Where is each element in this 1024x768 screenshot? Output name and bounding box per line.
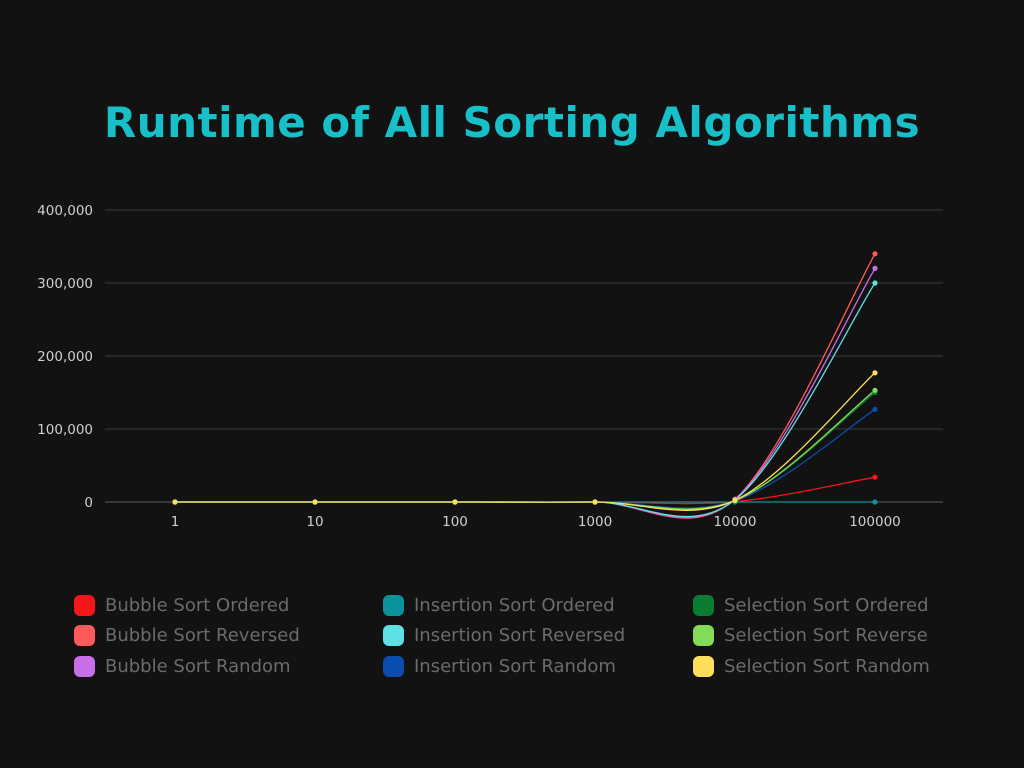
- x-tick-label: 100000: [849, 514, 901, 530]
- data-point: [872, 406, 878, 412]
- grid-lines: [105, 209, 943, 503]
- data-point: [592, 499, 598, 505]
- chart-legend: Bubble Sort Ordered Bubble Sort Reversed B…: [74, 592, 974, 692]
- x-tick-label: 10: [306, 514, 323, 530]
- chart-title: Runtime of All Sorting Algorithms: [103, 98, 921, 147]
- series-line: [175, 391, 876, 510]
- legend-swatch: [74, 655, 95, 677]
- legend-item: Bubble Sort Ordered: [74, 592, 289, 618]
- legend-label: Bubble Sort Ordered: [105, 594, 290, 616]
- x-tick-label: 100: [442, 514, 468, 530]
- legend-swatch: [693, 594, 714, 616]
- legend-label: Bubble Sort Reversed: [105, 624, 300, 646]
- legend-label: Bubble Sort Random: [105, 655, 291, 677]
- y-tick-label: 200,000: [37, 349, 93, 365]
- legend-swatch: [383, 655, 404, 677]
- data-point: [872, 251, 878, 257]
- y-axis-ticks: 0 100,000 200,000 300,000 400,000: [37, 203, 93, 511]
- x-axis-ticks: 1 10 100 1000 10000 100000: [171, 514, 901, 530]
- data-point: [732, 497, 738, 503]
- legend-item: Selection Sort Ordered: [693, 592, 929, 618]
- data-point: [872, 474, 878, 480]
- legend-label: Insertion Sort Reversed: [414, 624, 626, 646]
- legend-label: Selection Sort Random: [724, 655, 930, 677]
- legend-item: Insertion Sort Random: [383, 653, 616, 679]
- legend-item: Insertion Sort Ordered: [383, 592, 615, 618]
- y-tick-label: 400,000: [37, 203, 93, 219]
- legend-swatch: [693, 655, 714, 677]
- y-tick-label: 300,000: [37, 276, 93, 292]
- data-point: [872, 280, 878, 286]
- series-points: [172, 251, 878, 505]
- legend-label: Selection Sort Ordered: [724, 594, 929, 616]
- legend-label: Insertion Sort Ordered: [414, 594, 615, 616]
- data-point: [872, 387, 878, 393]
- data-point: [312, 499, 318, 505]
- series-lines: [175, 253, 876, 519]
- legend-label: Insertion Sort Random: [414, 655, 616, 677]
- x-tick-label: 1000: [578, 514, 612, 530]
- legend-swatch: [383, 624, 404, 646]
- legend-item: Selection Sort Random: [693, 653, 930, 679]
- data-point: [452, 499, 458, 505]
- legend-swatch: [693, 624, 714, 646]
- data-point: [172, 499, 178, 505]
- data-point: [872, 265, 878, 271]
- legend-item: Insertion Sort Reversed: [383, 622, 625, 648]
- series-line: [175, 372, 876, 511]
- data-point: [872, 499, 878, 505]
- x-tick-label: 10000: [714, 514, 757, 530]
- x-tick-label: 1: [171, 514, 180, 530]
- legend-swatch: [74, 624, 95, 646]
- legend-item: Selection Sort Reverse: [693, 622, 928, 648]
- y-tick-label: 0: [84, 495, 93, 511]
- series-line: [175, 389, 876, 510]
- legend-item: Bubble Sort Reversed: [74, 622, 300, 648]
- legend-item: Bubble Sort Random: [74, 653, 291, 679]
- legend-label: Selection Sort Reverse: [724, 624, 928, 646]
- series-line: [175, 253, 876, 519]
- legend-swatch: [383, 594, 404, 616]
- legend-swatch: [74, 594, 95, 616]
- y-tick-label: 100,000: [37, 422, 93, 438]
- series-line: [175, 408, 876, 509]
- data-point: [872, 370, 878, 376]
